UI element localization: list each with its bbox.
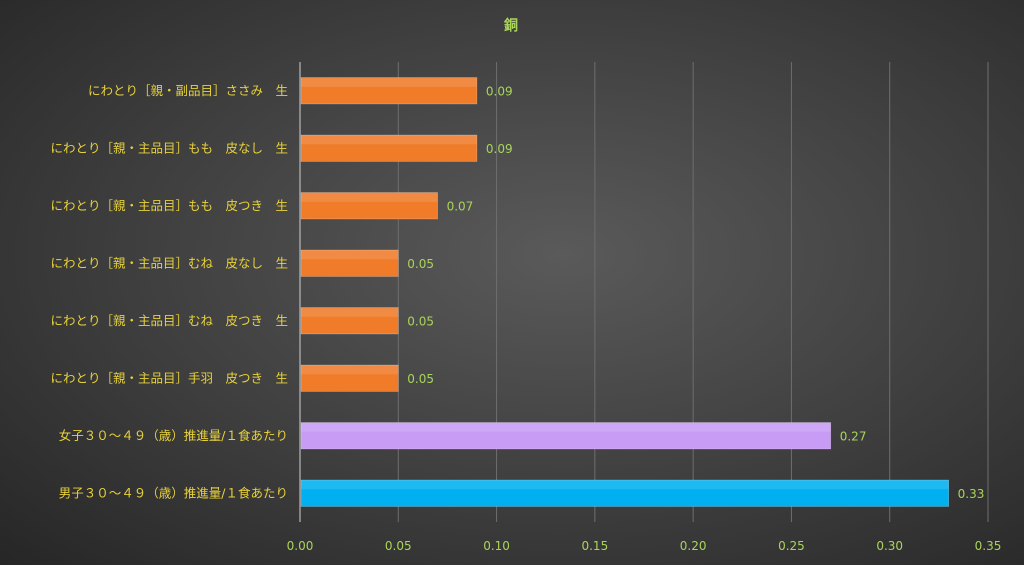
data-label: 0.07 bbox=[447, 199, 474, 213]
data-label: 0.09 bbox=[486, 142, 513, 156]
data-label: 0.05 bbox=[407, 314, 434, 328]
data-label: 0.33 bbox=[958, 487, 985, 501]
data-labels: 0.09 0.09 0.07 0.05 0.05 0.05 0.27 0.33 bbox=[407, 84, 984, 501]
chart-title: 銅 bbox=[504, 17, 518, 34]
category-label: 男子３０～４９（歳）推進量/１食あたり bbox=[59, 485, 288, 500]
category-label: にわとり［親・主品目］もも 皮つき 生 bbox=[50, 198, 288, 213]
bar-highlight bbox=[301, 480, 949, 490]
bar bbox=[300, 134, 478, 162]
x-tick-label: 0.15 bbox=[581, 539, 608, 553]
bar bbox=[300, 77, 478, 105]
bar-highlight bbox=[301, 135, 477, 145]
category-label: にわとり［親・主品目］もも 皮なし 生 bbox=[50, 140, 288, 155]
data-label: 0.27 bbox=[840, 429, 867, 443]
bar-highlight bbox=[301, 250, 399, 260]
bar bbox=[300, 307, 399, 335]
bar bbox=[300, 479, 949, 507]
bar-highlight bbox=[301, 192, 438, 202]
bar bbox=[300, 249, 399, 277]
x-axis-ticks: 0.00 0.05 0.10 0.15 0.20 0.25 0.30 0.35 bbox=[287, 539, 1002, 553]
category-label: にわとり［親・主品目］むね 皮なし 生 bbox=[50, 255, 288, 270]
category-label: にわとり［親・副品目］ささみ 生 bbox=[88, 83, 288, 98]
x-tick-label: 0.05 bbox=[385, 539, 412, 553]
data-label: 0.09 bbox=[486, 84, 513, 98]
bar bbox=[300, 422, 832, 450]
bars bbox=[300, 77, 949, 507]
data-label: 0.05 bbox=[407, 257, 434, 271]
bar-highlight bbox=[301, 307, 399, 317]
gridlines bbox=[397, 62, 989, 522]
bar bbox=[300, 192, 438, 220]
x-tick-label: 0.00 bbox=[287, 539, 314, 553]
category-label: にわとり［親・主品目］むね 皮つき 生 bbox=[50, 313, 288, 328]
category-label: にわとり［親・主品目］手羽 皮つき 生 bbox=[50, 370, 288, 385]
x-tick-label: 0.10 bbox=[483, 539, 510, 553]
x-tick-label: 0.20 bbox=[680, 539, 707, 553]
bar-highlight bbox=[301, 77, 477, 87]
bar bbox=[300, 364, 399, 392]
bar-highlight bbox=[301, 365, 399, 375]
bar-highlight bbox=[301, 422, 831, 432]
data-label: 0.05 bbox=[407, 372, 434, 386]
x-tick-label: 0.25 bbox=[778, 539, 805, 553]
x-tick-label: 0.30 bbox=[876, 539, 903, 553]
category-label: 女子３０～４９（歳）推進量/１食あたり bbox=[59, 428, 288, 443]
x-tick-label: 0.35 bbox=[975, 539, 1002, 553]
